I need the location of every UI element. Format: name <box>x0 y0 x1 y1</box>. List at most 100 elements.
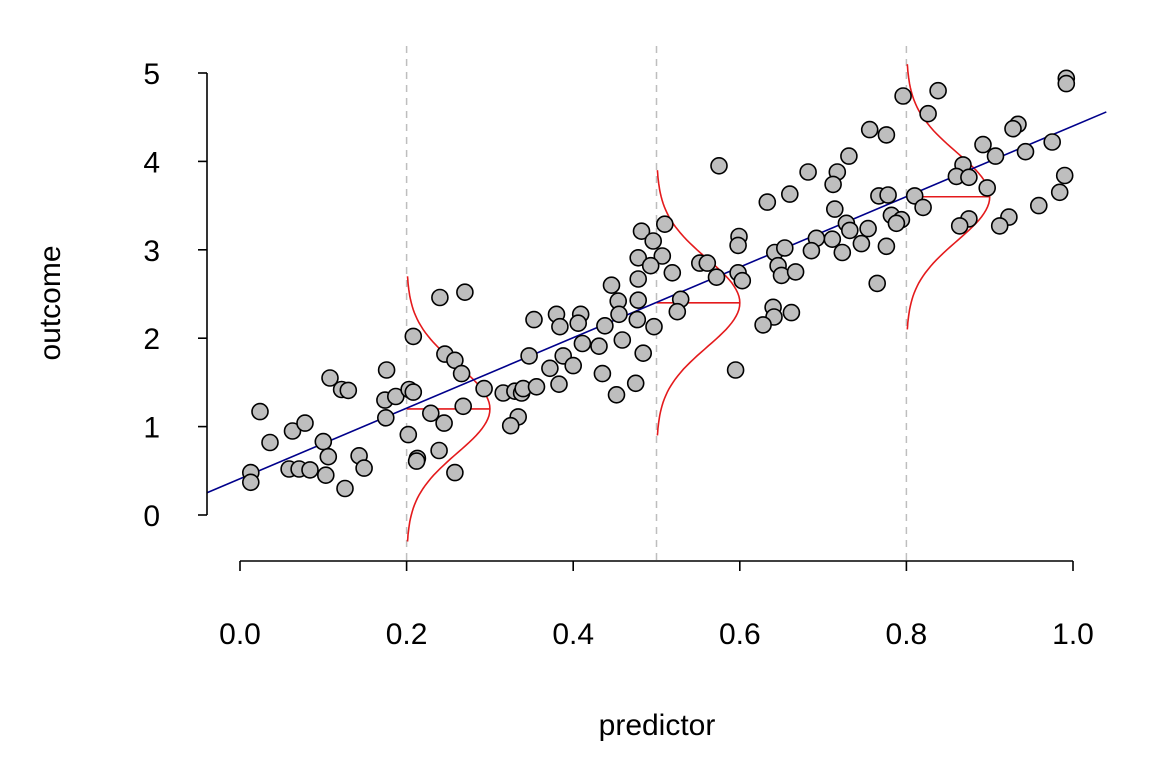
data-point <box>775 239 794 257</box>
data-point <box>780 185 799 203</box>
x-tick-label: 1.0 <box>1052 618 1094 651</box>
data-point <box>319 447 338 466</box>
data-point <box>860 120 879 139</box>
data-point <box>698 254 717 272</box>
data-point <box>950 217 969 235</box>
data-point <box>653 247 672 265</box>
data-point <box>569 314 588 333</box>
x-axis: 0.0 0.2 0.4 0.6 0.8 1.0 <box>219 560 1094 651</box>
data-point <box>707 268 726 287</box>
data-point <box>960 168 978 187</box>
y-tick-label: 5 <box>143 58 160 91</box>
data-point <box>632 222 651 240</box>
data-point <box>628 310 647 329</box>
data-point <box>825 200 844 218</box>
data-point <box>894 87 912 105</box>
data-point <box>868 274 887 293</box>
data-point <box>355 459 373 477</box>
data-point <box>629 270 648 288</box>
data-point <box>802 241 821 260</box>
data-point <box>376 408 395 427</box>
y-tick-label: 0 <box>143 500 160 533</box>
data-point <box>1043 133 1061 151</box>
data-point <box>602 276 621 295</box>
data-point <box>726 361 745 379</box>
data-point <box>655 215 674 233</box>
x-tick-label: 0.2 <box>386 618 428 651</box>
data-point <box>454 397 473 416</box>
data-point <box>550 375 568 394</box>
data-point <box>914 198 932 217</box>
y-axis-title: outcome <box>34 245 67 360</box>
data-point <box>1004 119 1022 138</box>
data-point <box>431 288 449 307</box>
data-point <box>456 283 474 302</box>
data-point <box>729 236 747 255</box>
data-point <box>339 381 358 400</box>
data-point <box>283 422 302 440</box>
data-point <box>399 425 418 444</box>
data-point <box>593 364 612 383</box>
data-point <box>629 291 648 310</box>
data-point <box>421 404 440 423</box>
data-point <box>645 317 663 336</box>
y-axis: 0 1 2 3 4 5 <box>143 58 208 533</box>
data-point <box>242 473 260 492</box>
data-point <box>877 237 896 256</box>
data-point <box>758 193 777 211</box>
x-tick-label: 0.6 <box>719 618 761 651</box>
data-point <box>710 157 728 175</box>
x-tick-label: 0.4 <box>552 618 594 651</box>
data-point <box>668 302 687 321</box>
data-point <box>1016 142 1035 161</box>
data-point <box>430 441 448 460</box>
y-tick-label: 4 <box>143 146 160 179</box>
data-point <box>1030 196 1048 215</box>
y-tick-label: 2 <box>143 323 160 356</box>
data-point <box>644 232 663 250</box>
data-point <box>887 214 906 233</box>
data-point <box>404 383 423 401</box>
data-point <box>663 263 682 282</box>
x-tick-label: 0.0 <box>219 618 261 651</box>
data-point <box>877 126 896 144</box>
data-point <box>596 316 614 335</box>
data-point <box>629 248 648 267</box>
data-point <box>573 334 592 353</box>
data-point <box>610 305 628 324</box>
data-point <box>986 147 1005 165</box>
data-point <box>590 337 608 356</box>
data-point <box>733 271 752 290</box>
data-point <box>799 163 817 181</box>
data-point <box>852 234 871 253</box>
data-point <box>607 385 626 404</box>
data-point <box>1057 74 1076 93</box>
data-point <box>452 364 471 383</box>
x-tick-label: 0.8 <box>886 618 928 651</box>
data-point <box>525 310 543 329</box>
data-point <box>407 452 426 470</box>
data-point <box>446 463 464 482</box>
data-point <box>1055 166 1074 185</box>
data-point <box>786 263 805 281</box>
data-point <box>840 147 858 165</box>
y-tick-label: 1 <box>143 412 160 445</box>
data-point <box>501 416 520 435</box>
data-point <box>919 104 937 123</box>
data-point <box>336 479 354 498</box>
data-point <box>613 331 632 349</box>
x-axis-title: predictor <box>599 709 716 742</box>
data-point <box>840 221 859 240</box>
data-point <box>296 414 314 432</box>
data-point <box>435 414 453 432</box>
data-point <box>859 219 877 238</box>
data-point <box>475 379 493 398</box>
data-point <box>527 377 546 396</box>
data-point <box>301 461 319 479</box>
data-point <box>641 256 660 275</box>
data-point <box>929 81 947 100</box>
data-point <box>564 356 583 375</box>
data-point <box>782 303 801 322</box>
